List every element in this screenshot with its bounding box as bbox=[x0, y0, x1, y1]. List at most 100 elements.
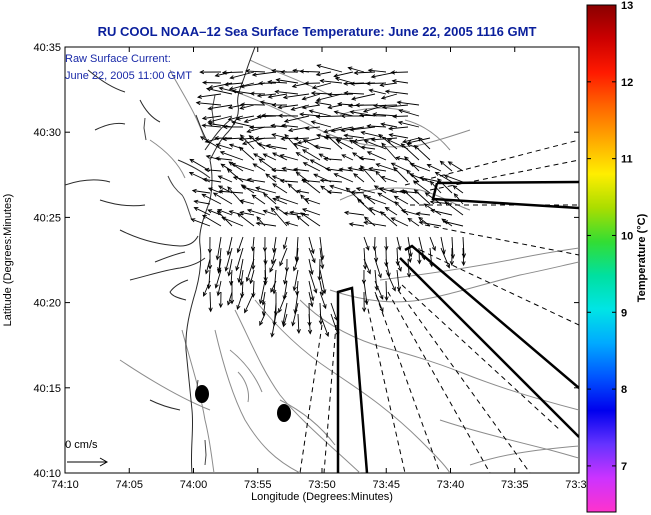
current-vector-head bbox=[278, 308, 283, 314]
current-vector-head bbox=[413, 189, 419, 194]
current-vector bbox=[283, 236, 288, 249]
current-vector-head bbox=[358, 156, 364, 161]
current-vector bbox=[369, 167, 387, 172]
current-vector-head bbox=[201, 193, 207, 198]
current-vector-head bbox=[341, 154, 347, 159]
current-vector bbox=[367, 125, 387, 128]
current-vector bbox=[253, 163, 266, 172]
current-vector bbox=[239, 146, 255, 161]
current-vector bbox=[208, 115, 233, 123]
current-vector bbox=[356, 187, 376, 194]
current-vector-head bbox=[333, 316, 338, 322]
current-vector bbox=[348, 67, 365, 73]
current-vector bbox=[385, 258, 390, 277]
station-marker-2 bbox=[277, 404, 291, 422]
current-vector-head bbox=[246, 128, 252, 134]
current-vector-head bbox=[310, 249, 315, 255]
current-vector-head bbox=[191, 188, 197, 194]
current-vector-head bbox=[249, 91, 255, 96]
current-vector-head bbox=[295, 152, 301, 157]
current-vector-head bbox=[423, 203, 429, 208]
current-vector bbox=[308, 280, 314, 301]
current-vector bbox=[308, 247, 316, 263]
current-vector bbox=[240, 104, 255, 109]
current-vector-head bbox=[349, 139, 354, 144]
current-vector-head bbox=[218, 189, 224, 194]
current-vector bbox=[390, 189, 409, 194]
current-vector bbox=[271, 207, 288, 227]
current-vector bbox=[219, 190, 244, 194]
current-vector bbox=[402, 189, 420, 205]
current-vector bbox=[377, 192, 398, 205]
current-vector bbox=[293, 258, 299, 271]
current-vector bbox=[264, 269, 266, 285]
current-vector bbox=[252, 236, 255, 251]
current-vector bbox=[296, 152, 310, 161]
current-vector bbox=[283, 93, 310, 98]
current-vector bbox=[283, 313, 288, 327]
current-vector bbox=[364, 140, 387, 150]
current-vector bbox=[224, 82, 244, 86]
current-vector-head bbox=[236, 212, 242, 218]
current-vector-head bbox=[372, 112, 378, 117]
current-vector-head bbox=[452, 185, 458, 190]
current-vector bbox=[308, 291, 313, 307]
current-vector-head bbox=[347, 66, 353, 71]
current-vector bbox=[284, 134, 299, 150]
current-vector bbox=[410, 163, 431, 172]
current-vector-head bbox=[227, 105, 233, 110]
current-vector bbox=[202, 214, 222, 227]
current-vector-head bbox=[270, 123, 276, 128]
current-vector-head bbox=[239, 280, 244, 286]
current-vector-head bbox=[205, 154, 211, 159]
current-vector bbox=[330, 302, 338, 321]
current-vector-head bbox=[214, 283, 219, 289]
current-vector bbox=[208, 269, 211, 289]
current-vector-head bbox=[351, 96, 357, 101]
current-vector bbox=[247, 209, 266, 216]
current-vector bbox=[360, 114, 387, 117]
current-vector bbox=[351, 93, 376, 100]
current-vector-head bbox=[283, 279, 288, 285]
current-vector-head bbox=[381, 104, 387, 110]
current-vector-head bbox=[282, 244, 287, 250]
current-vector-head bbox=[300, 194, 305, 200]
current-vector-head bbox=[349, 110, 355, 115]
current-vector-head bbox=[333, 73, 339, 78]
current-vector bbox=[230, 71, 255, 79]
current-vector bbox=[283, 280, 288, 300]
current-vector bbox=[328, 93, 354, 96]
current-vector bbox=[303, 139, 321, 150]
current-vector-head bbox=[220, 163, 226, 168]
current-vector bbox=[368, 69, 387, 73]
current-vector bbox=[284, 115, 310, 123]
current-vector bbox=[216, 236, 222, 260]
current-vector-head bbox=[195, 100, 201, 106]
current-vector-head bbox=[238, 146, 244, 152]
colorbar-tick-label: 11 bbox=[621, 154, 633, 166]
current-vector-head bbox=[279, 261, 284, 267]
current-vector-head bbox=[201, 214, 207, 219]
current-vector-head bbox=[251, 293, 256, 298]
current-vector-head bbox=[275, 78, 281, 83]
current-vector bbox=[419, 221, 442, 227]
current-note-line2: June 22, 2005 11:00 GMT bbox=[65, 70, 192, 82]
current-vector bbox=[255, 137, 277, 139]
current-vector bbox=[396, 258, 402, 272]
current-vector bbox=[292, 302, 299, 326]
current-vector bbox=[203, 82, 222, 84]
current-vector-head bbox=[359, 113, 364, 118]
current-vector bbox=[259, 280, 266, 304]
current-vector-head bbox=[379, 82, 385, 88]
current-vector bbox=[327, 191, 343, 194]
current-vector bbox=[213, 192, 233, 205]
current-vector-head bbox=[430, 208, 436, 214]
current-vector bbox=[448, 161, 464, 172]
current-vector bbox=[300, 212, 321, 227]
current-vector-head bbox=[259, 321, 264, 326]
current-vector bbox=[209, 82, 233, 89]
current-vector bbox=[302, 178, 321, 194]
current-vector bbox=[394, 201, 409, 216]
current-vector-head bbox=[354, 103, 360, 108]
current-vector bbox=[385, 90, 409, 95]
